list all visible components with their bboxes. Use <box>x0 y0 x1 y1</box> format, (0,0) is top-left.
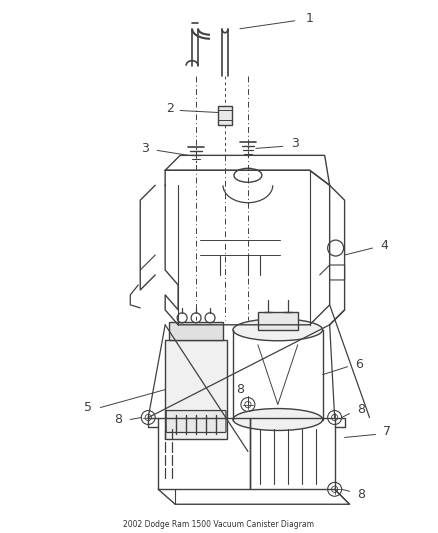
Bar <box>258 312 298 330</box>
Ellipse shape <box>234 168 262 182</box>
Text: 2: 2 <box>166 102 174 115</box>
Text: 8: 8 <box>114 413 122 426</box>
Text: 3: 3 <box>291 137 299 150</box>
Text: 7: 7 <box>383 425 392 438</box>
Text: 8: 8 <box>236 383 244 396</box>
Ellipse shape <box>233 319 323 341</box>
Bar <box>165 340 227 439</box>
Ellipse shape <box>233 409 323 431</box>
Text: 8: 8 <box>357 403 366 416</box>
Text: 1: 1 <box>306 12 314 25</box>
Text: 6: 6 <box>356 358 364 371</box>
Bar <box>169 322 223 340</box>
FancyBboxPatch shape <box>166 410 226 432</box>
Text: 8: 8 <box>357 488 366 501</box>
Text: 5: 5 <box>85 401 92 414</box>
Text: 2002 Dodge Ram 1500 Vacuum Canister Diagram: 2002 Dodge Ram 1500 Vacuum Canister Diag… <box>124 520 314 529</box>
Text: 4: 4 <box>381 239 389 252</box>
Text: 3: 3 <box>141 142 149 155</box>
Bar <box>218 106 232 125</box>
